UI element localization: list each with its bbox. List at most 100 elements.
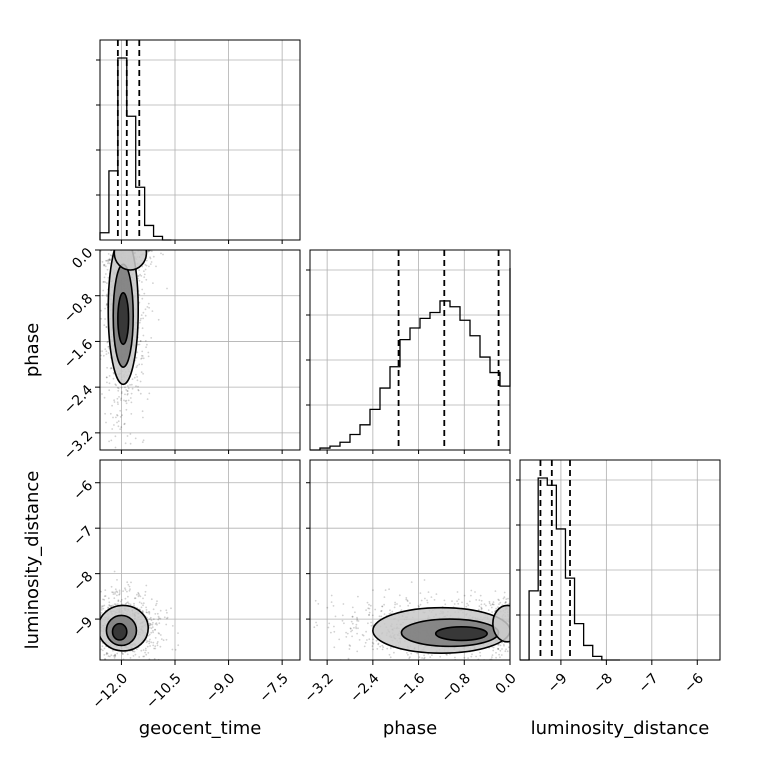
- sample-point: [108, 262, 111, 265]
- sample-point: [101, 649, 104, 652]
- sample-point: [351, 635, 353, 638]
- sample-point: [133, 238, 135, 240]
- sample-point: [524, 658, 526, 660]
- sample-point: [94, 612, 96, 614]
- sample-point: [150, 598, 153, 601]
- sample-point: [153, 658, 156, 660]
- sample-point: [135, 233, 137, 235]
- sample-point: [124, 651, 127, 654]
- sample-point: [423, 579, 426, 581]
- sample-point: [113, 232, 115, 234]
- sample-point: [156, 644, 159, 647]
- sample-point: [514, 605, 516, 607]
- sample-point: [315, 621, 317, 624]
- sample-point: [105, 353, 108, 355]
- sample-point: [518, 633, 520, 635]
- sample-point: [133, 231, 135, 233]
- sample-point: [363, 645, 366, 648]
- sample-point: [380, 610, 382, 613]
- sample-point: [126, 435, 129, 437]
- sample-point: [100, 317, 103, 320]
- sample-point: [105, 376, 108, 379]
- sample-point: [389, 612, 392, 615]
- sample-point: [112, 377, 115, 380]
- sample-point: [330, 631, 332, 634]
- y-tick-label-phase: −3.2: [61, 428, 96, 463]
- sample-point: [148, 265, 150, 268]
- sample-point: [93, 642, 95, 644]
- sample-point: [118, 241, 120, 243]
- sample-point: [107, 260, 110, 263]
- sample-point: [120, 399, 122, 401]
- sample-point: [112, 151, 114, 153]
- sample-point: [532, 616, 534, 618]
- sample-point: [135, 229, 137, 231]
- sample-point: [125, 138, 127, 140]
- sample-point: [521, 645, 523, 647]
- sample-point: [106, 303, 108, 306]
- sample-point: [140, 243, 142, 245]
- sample-point: [102, 191, 104, 193]
- sample-point: [101, 645, 104, 648]
- sample-point: [116, 401, 119, 404]
- sample-point: [117, 420, 120, 423]
- sample-point: [532, 641, 534, 643]
- sample-point: [148, 640, 151, 643]
- sample-point: [134, 225, 136, 227]
- sample-point: [417, 605, 420, 607]
- sample-point: [110, 455, 112, 457]
- sample-point: [511, 646, 513, 648]
- sample-point: [131, 235, 133, 237]
- sample-point: [142, 655, 145, 658]
- sample-point: [95, 629, 97, 631]
- sample-point: [120, 386, 123, 389]
- sample-point: [129, 247, 131, 249]
- sample-point: [101, 294, 104, 297]
- x-tick-label-phase: −3.2: [302, 670, 337, 705]
- sample-point: [119, 409, 122, 412]
- sample-point: [390, 673, 392, 675]
- contour-line: [117, 292, 130, 346]
- sample-point: [133, 664, 135, 666]
- x-tick-label-phase: 0.0: [493, 670, 520, 697]
- sample-point: [398, 594, 401, 597]
- sample-point: [70, 611, 72, 613]
- sample-point: [374, 608, 377, 611]
- sample-point: [490, 606, 493, 609]
- sample-point: [154, 623, 157, 625]
- sample-point: [328, 622, 331, 625]
- sample-point: [135, 232, 137, 234]
- sample-point: [472, 666, 474, 668]
- sample-point: [532, 652, 534, 654]
- sample-point: [129, 222, 131, 224]
- sample-point: [349, 627, 352, 630]
- sample-point: [150, 250, 153, 253]
- sample-point: [426, 599, 428, 602]
- sample-point: [145, 606, 148, 609]
- sample-point: [141, 247, 143, 249]
- sample-point: [100, 607, 103, 609]
- sample-point: [95, 602, 97, 604]
- sample-point: [514, 638, 516, 640]
- sample-point: [159, 609, 162, 612]
- sample-point: [124, 602, 127, 605]
- sample-point: [138, 279, 141, 282]
- sample-point: [145, 243, 147, 245]
- sample-point: [370, 621, 372, 624]
- sample-point: [137, 246, 139, 248]
- sample-point: [103, 598, 106, 601]
- sample-point: [117, 600, 120, 603]
- sample-point: [152, 621, 154, 624]
- y-tick-label-luminosity_distance: −7: [70, 523, 96, 549]
- sample-point: [128, 165, 130, 167]
- sample-point: [171, 625, 174, 627]
- histogram-phase: [310, 268, 511, 451]
- sample-point: [152, 644, 155, 647]
- sample-point: [101, 350, 103, 353]
- sample-point: [543, 590, 545, 592]
- sample-point: [418, 656, 421, 659]
- sample-point: [109, 655, 111, 658]
- sample-point: [104, 669, 106, 671]
- sample-point: [123, 197, 125, 199]
- sample-point: [130, 226, 132, 228]
